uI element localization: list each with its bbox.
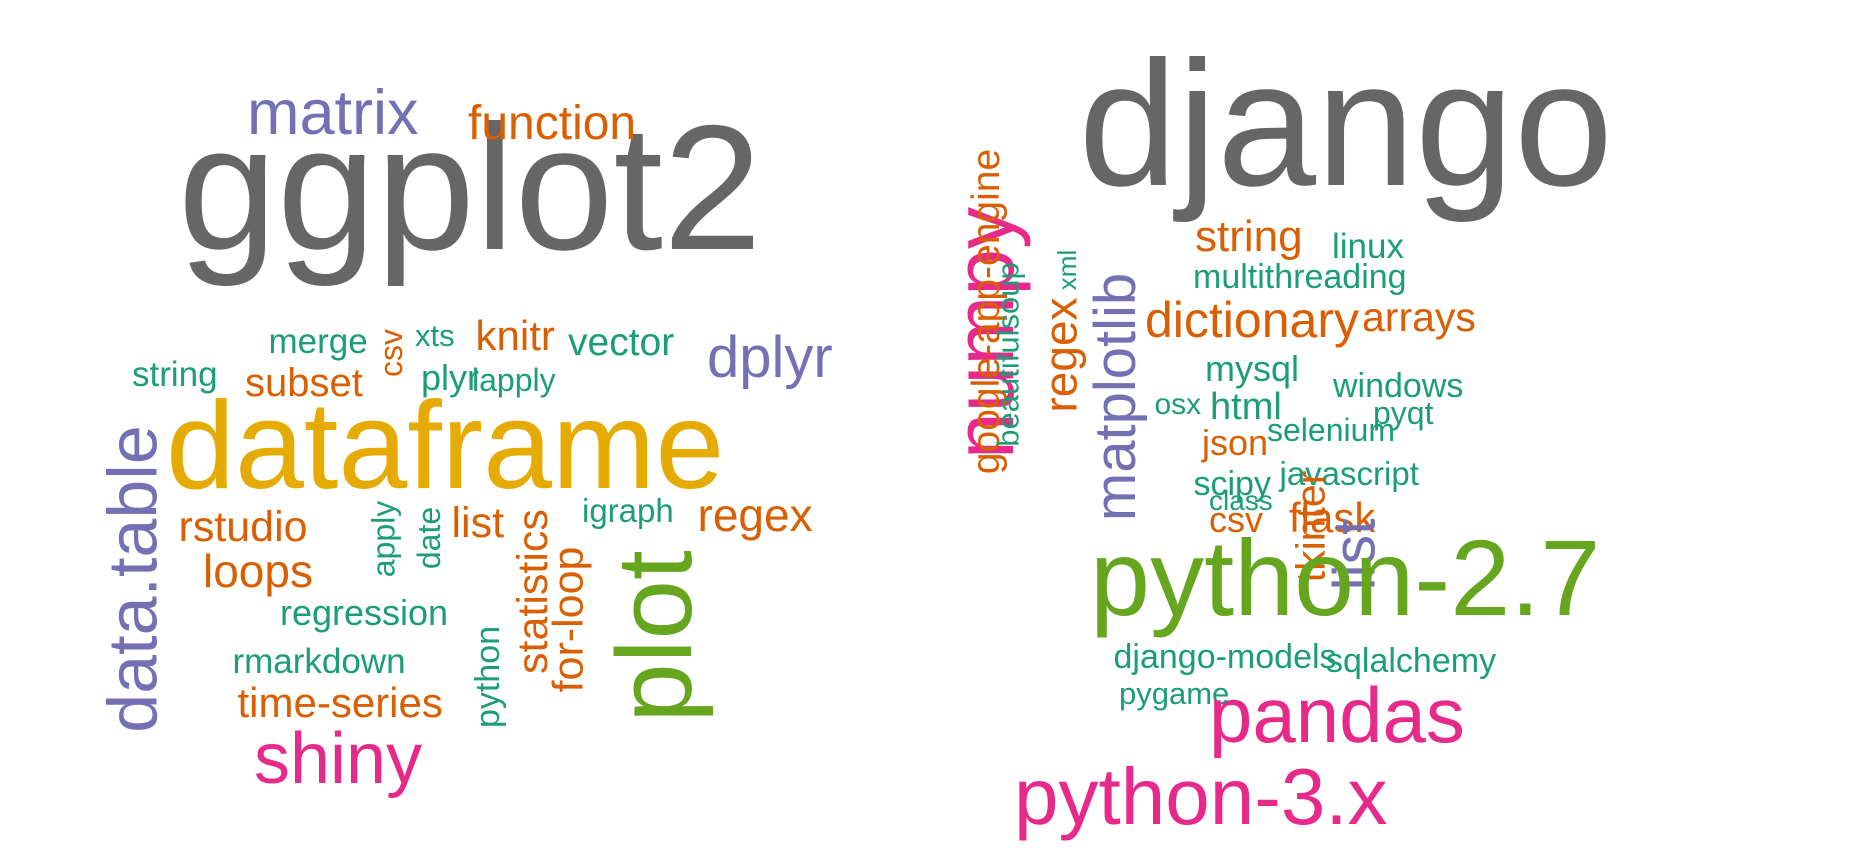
word-left-rmarkdown: rmarkdown [232, 641, 406, 681]
word-left-loops: loops [203, 545, 313, 597]
word-right-xml: xml [1052, 249, 1083, 291]
word-right-javascript: javascript [1279, 454, 1419, 492]
word-left-plot: plot [593, 549, 714, 723]
word-right-django-models: django-models [1113, 638, 1337, 676]
word-left-lapply: lapply [472, 362, 556, 398]
word-right-json: json [1202, 422, 1269, 463]
word-left-knitr: knitr [475, 312, 555, 359]
word-right-pyqt: pyqt [1373, 395, 1434, 431]
word-left-ggplot2: ggplot2 [178, 88, 762, 287]
word-right-python-2-7: python-2.7 [1090, 517, 1601, 638]
word-left-csv: csv [373, 329, 409, 377]
word-right-multithreading: multithreading [1193, 258, 1407, 296]
word-left-function: function [468, 97, 637, 150]
word-right-html: html [1210, 386, 1282, 428]
word-right-scipy: scipy [1193, 465, 1271, 503]
word-left-subset: subset [245, 361, 363, 405]
word-left-python: python [469, 625, 508, 729]
word-left-dataframe: dataframe [166, 377, 725, 515]
word-left-string: string [132, 354, 218, 394]
word-left-apply: apply [364, 500, 401, 578]
word-right-dictionary: dictionary [1145, 292, 1359, 348]
word-left-dplyr: dplyr [707, 325, 833, 390]
word-left-vector: vector [568, 320, 675, 364]
word-left-merge: merge [268, 321, 368, 361]
word-left-list: list [451, 498, 505, 547]
word-left-time-series: time-series [237, 679, 443, 726]
word-right-osx: osx [1154, 388, 1202, 421]
word-right-regex: regex [1034, 297, 1087, 413]
word-left-xts: xts [415, 317, 455, 353]
word-right-python-3-x: python-3.x [1014, 752, 1388, 841]
word-left-regex: regex [697, 489, 813, 541]
word-right-linux: linux [1332, 226, 1404, 266]
word-cloud-r-tags: ggplot2 matrix function merge csv xts knitr vec… [93, 77, 833, 799]
word-left-igraph: igraph [582, 491, 674, 529]
word-left-regression: regression [280, 592, 449, 633]
word-right-flask: flask [1289, 494, 1376, 541]
word-right-csv: csv [1209, 499, 1263, 540]
word-left-matrix: matrix [247, 77, 419, 148]
word-right-selenium: selenium [1267, 412, 1396, 448]
word-right-pygame: pygame [1119, 675, 1230, 711]
word-right-arrays: arrays [1362, 293, 1476, 340]
word-right-sqlalchemy: sqlalchemy [1326, 642, 1497, 680]
word-right-class: class [1209, 485, 1273, 516]
word-right-django: django [1078, 24, 1614, 223]
word-right-pandas: pandas [1209, 671, 1465, 759]
word-left-shiny: shiny [254, 719, 423, 799]
word-left-data-table: data.table [93, 425, 172, 733]
word-left-for-loop: for-loop [544, 546, 593, 692]
word-right-windows: windows [1333, 367, 1464, 405]
word-right-mysql: mysql [1205, 348, 1300, 389]
word-cloud-python-tags: django numpy google-app-engine beautifulsou… [937, 0, 1876, 860]
word-right-string: string [1195, 212, 1303, 261]
word-right-matplotlib: matplotlib [1083, 272, 1149, 522]
word-left-plyr: plyr [421, 357, 480, 398]
word-left-rstudio: rstudio [178, 502, 308, 551]
word-left-date: date [411, 506, 448, 570]
word-right-beautifulsoup: beautifulsoup [990, 261, 1026, 447]
